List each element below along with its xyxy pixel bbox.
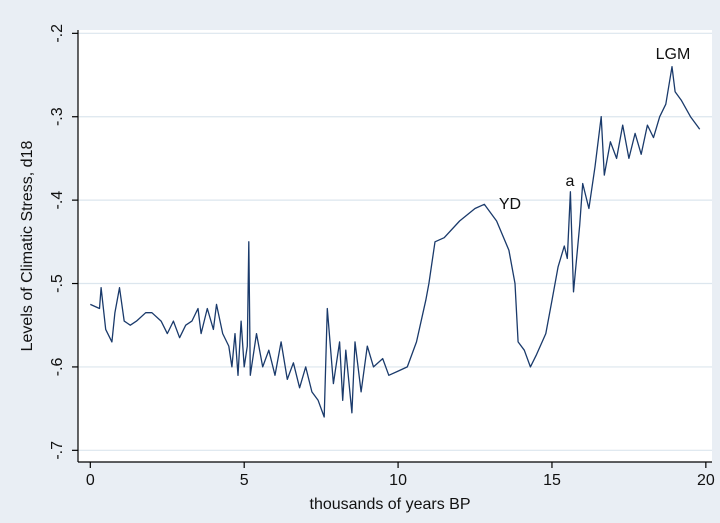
y-tick-label: -.5 — [49, 274, 66, 293]
annotation: YD — [499, 196, 521, 213]
y-tick-label: -.2 — [49, 24, 66, 43]
y-tick-label: -.7 — [49, 441, 66, 460]
annotation: LGM — [656, 46, 691, 63]
x-tick-label: 10 — [389, 472, 407, 489]
y-axis-title: Levels of Climatic Stress, d18 — [19, 141, 36, 352]
y-tick-label: -.6 — [49, 357, 66, 376]
x-tick-label: 5 — [240, 472, 249, 489]
x-tick-label: 0 — [86, 472, 95, 489]
data-line — [90, 66, 701, 418]
y-tick-label: -.3 — [49, 107, 66, 126]
annotation: a — [566, 173, 575, 190]
x-tick-label: 15 — [543, 472, 561, 489]
plot-area — [78, 30, 712, 462]
x-axis-title: thousands of years BP — [310, 496, 471, 513]
x-tick-label: 20 — [697, 472, 715, 489]
y-tick-label: -.4 — [49, 191, 66, 210]
